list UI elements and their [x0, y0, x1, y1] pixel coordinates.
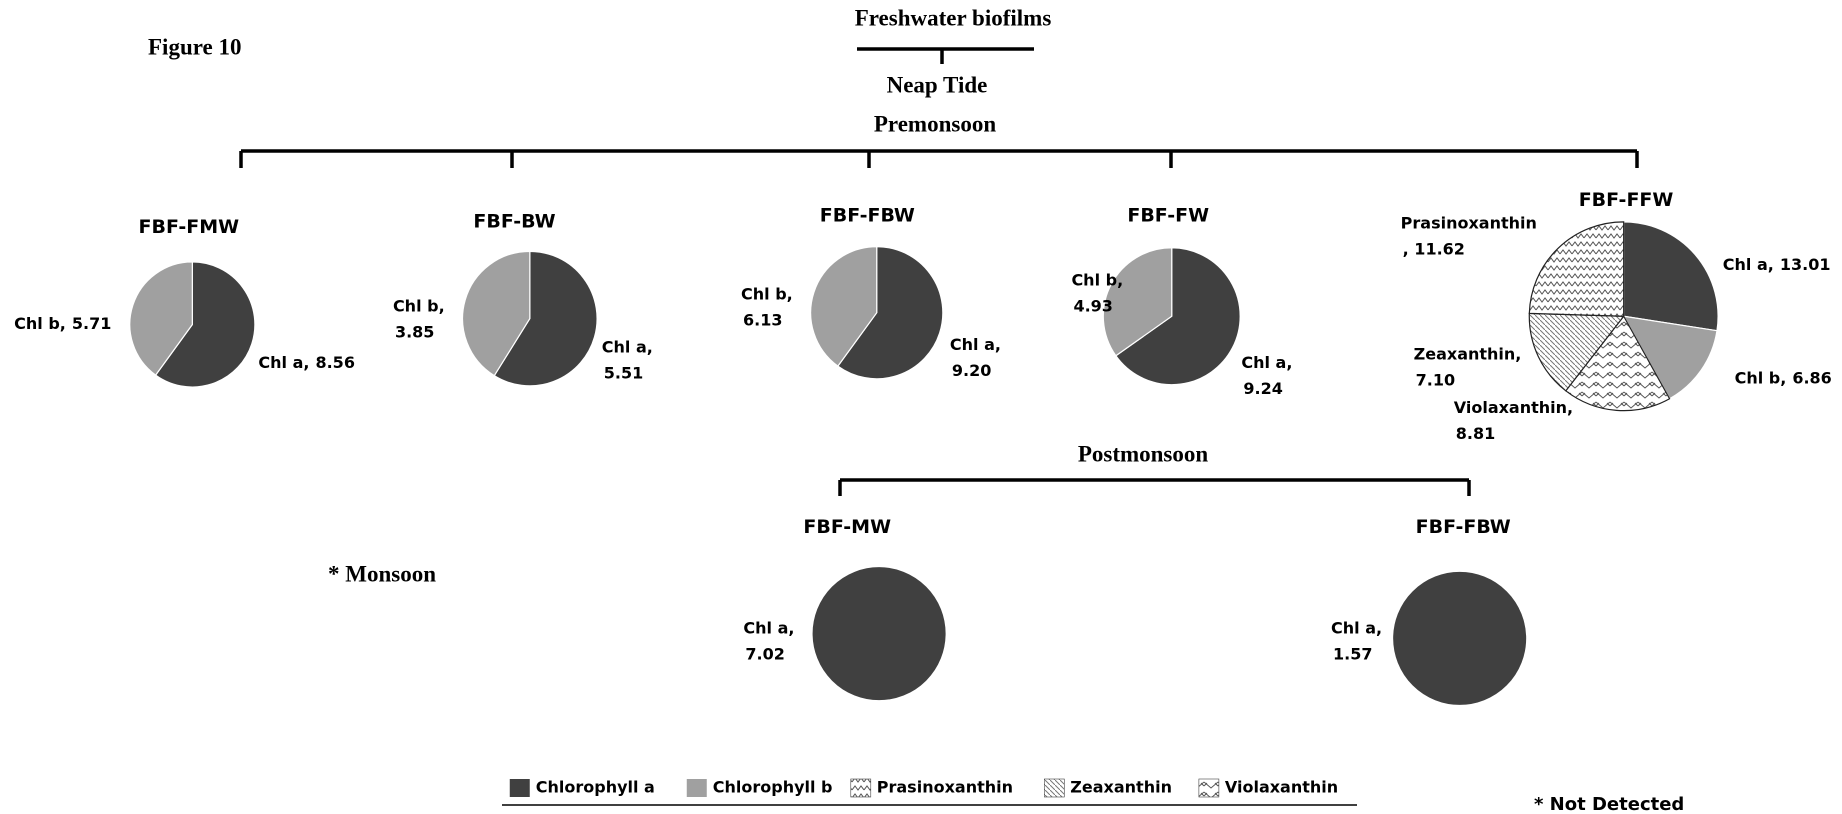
legend-swatch: [1198, 778, 1220, 798]
data-label-name: Chl a,: [950, 335, 1001, 354]
pie-slice: [811, 565, 948, 702]
data-label: , 11.62: [1403, 240, 1465, 259]
data-label: 8.81: [1456, 424, 1495, 443]
pie-slice: [1623, 221, 1719, 332]
data-label-name: Chl a,: [602, 338, 653, 357]
data-label: 7.02: [745, 644, 784, 663]
postmonsoon-bracket: [838, 478, 1471, 496]
season: Postmonsoon: [1078, 441, 1209, 466]
data-label-name: Chl a,: [1723, 255, 1774, 274]
pie-title: FBF-FMW: [139, 216, 240, 238]
pie-slice: [1102, 247, 1173, 357]
pie-slice: [810, 246, 878, 367]
legend-swatch: [509, 779, 530, 797]
legend-label: Chlorophyll b: [713, 778, 833, 797]
pie-title: FBF-BW: [473, 210, 555, 232]
data-label-name: Chl b,: [741, 285, 793, 304]
pie-slice: [154, 261, 256, 388]
data-label-name: Chl a,: [1241, 353, 1292, 372]
data-label-name: Prasinoxanthin: [1401, 214, 1537, 233]
data-label: 7.10: [1416, 371, 1455, 390]
legend-swatch: [850, 778, 872, 798]
title: Freshwater biofilms: [855, 5, 1052, 30]
data-label-name: Chl b,: [1735, 368, 1787, 387]
data-label-name: Chl a,: [258, 353, 309, 372]
data-label-name: Zeaxanthin,: [1414, 345, 1522, 364]
figure-label: Figure 10: [148, 34, 241, 59]
season: Premonsoon: [874, 111, 996, 136]
data-label-name: Chl a,: [1331, 618, 1382, 637]
pie-slice: [1115, 247, 1241, 386]
pie-slice: [1622, 315, 1718, 400]
legend-label: Chlorophyll a: [536, 778, 655, 797]
data-label: 5.51: [604, 364, 643, 383]
data-label: 6.13: [743, 311, 782, 330]
pie-slice: [1528, 221, 1625, 317]
pie-title: FBF-FFW: [1579, 189, 1674, 211]
note: * Not Detected: [1534, 794, 1684, 814]
data-label: 6.86: [1792, 368, 1831, 387]
legend-swatch: [686, 779, 707, 797]
data-label: 9.24: [1243, 379, 1282, 398]
season: * Monsoon: [328, 561, 436, 586]
data-label: 13.01: [1780, 255, 1831, 274]
title-bracket: [857, 47, 1034, 64]
data-label: 4.93: [1073, 296, 1112, 315]
pie-slice: [1528, 312, 1625, 392]
pie-slice: [129, 261, 193, 376]
data-label-name: Chl a,: [743, 618, 794, 637]
pie-slice: [493, 250, 598, 387]
pie-title: FBF-MW: [803, 516, 891, 538]
data-label-name: Violaxanthin,: [1454, 398, 1573, 417]
data-label-name: Chl b,: [1071, 270, 1123, 289]
legend-label: Prasinoxanthin: [877, 778, 1013, 797]
data-label: 3.85: [395, 322, 434, 341]
pie-slice: [461, 250, 531, 377]
legend-label: Violaxanthin: [1225, 778, 1338, 797]
brackets: [239, 47, 1639, 496]
data-label-name: Chl b,: [14, 314, 66, 333]
data-label-name: Chl b,: [393, 296, 445, 315]
pie-title: FBF-FBW: [820, 204, 915, 226]
pie-slice: [1564, 315, 1671, 412]
data-label: 9.20: [952, 361, 991, 380]
data-label: 1.57: [1333, 644, 1372, 663]
data-label: 8.56: [315, 353, 354, 372]
tide: Neap Tide: [887, 72, 988, 97]
data-label: 5.71: [72, 314, 111, 333]
pie-title: FBF-FW: [1127, 204, 1209, 226]
pie-slice: [837, 246, 944, 380]
legend-swatch: [1044, 778, 1065, 798]
pie-slice: [1391, 570, 1528, 707]
pie-title: FBF-FBW: [1416, 516, 1511, 538]
premonsoon-bracket: [239, 149, 1639, 168]
legend-label: Zeaxanthin: [1070, 778, 1172, 797]
